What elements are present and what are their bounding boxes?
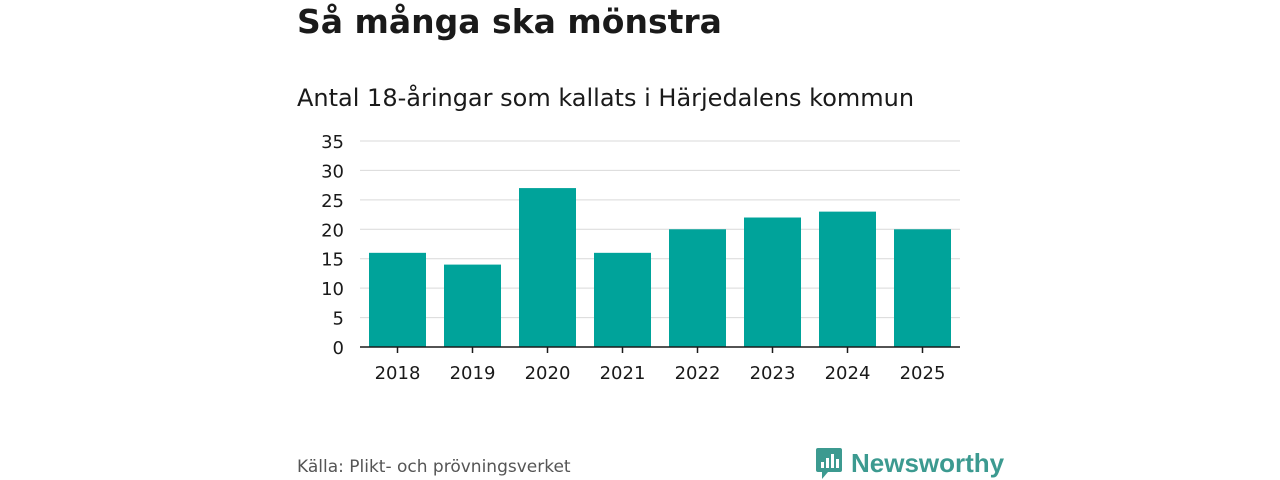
x-tick-label: 2023 [750,363,796,384]
chart-title: Så många ska mönstra [297,2,722,41]
x-tick-label: 2022 [675,363,721,384]
bar-2023 [744,217,801,347]
x-tick-label: 2019 [450,363,496,384]
x-tick-label: 2024 [825,363,871,384]
bar-2022 [669,229,726,347]
chart-subtitle: Antal 18-åringar som kallats i Härjedale… [297,84,915,112]
y-tick-label: 15 [321,250,344,271]
x-tick-label: 2025 [900,363,946,384]
bar-2018 [369,252,426,347]
y-tick-label: 0 [333,338,344,359]
bar-2019 [444,264,501,347]
newsworthy-logo-icon [816,448,842,479]
y-tick-label: 35 [321,132,344,153]
source-note: Källa: Plikt- och prövningsverket [297,457,571,477]
y-tick-label: 20 [321,220,344,241]
y-tick-label: 25 [321,191,344,212]
y-tick-label: 30 [321,161,344,182]
brand-logo: Newsworthy [815,446,1004,480]
bar-2020 [519,188,576,347]
bar-2024 [819,211,876,347]
x-tick-label: 2020 [525,363,571,384]
brand-name: Newsworthy [851,447,1005,478]
x-tick-label: 2021 [600,363,646,384]
y-tick-labels: 0 5 10 15 20 25 30 35 [321,132,344,359]
bar-2021 [594,252,651,347]
bar-2025 [894,229,951,347]
y-tick-label: 5 [333,309,344,330]
y-tick-label: 10 [321,279,344,300]
x-tick-labels: 2018 2019 2020 2021 2022 2023 2024 2025 [375,347,946,384]
bars [369,188,951,347]
x-tick-label: 2018 [375,363,421,384]
